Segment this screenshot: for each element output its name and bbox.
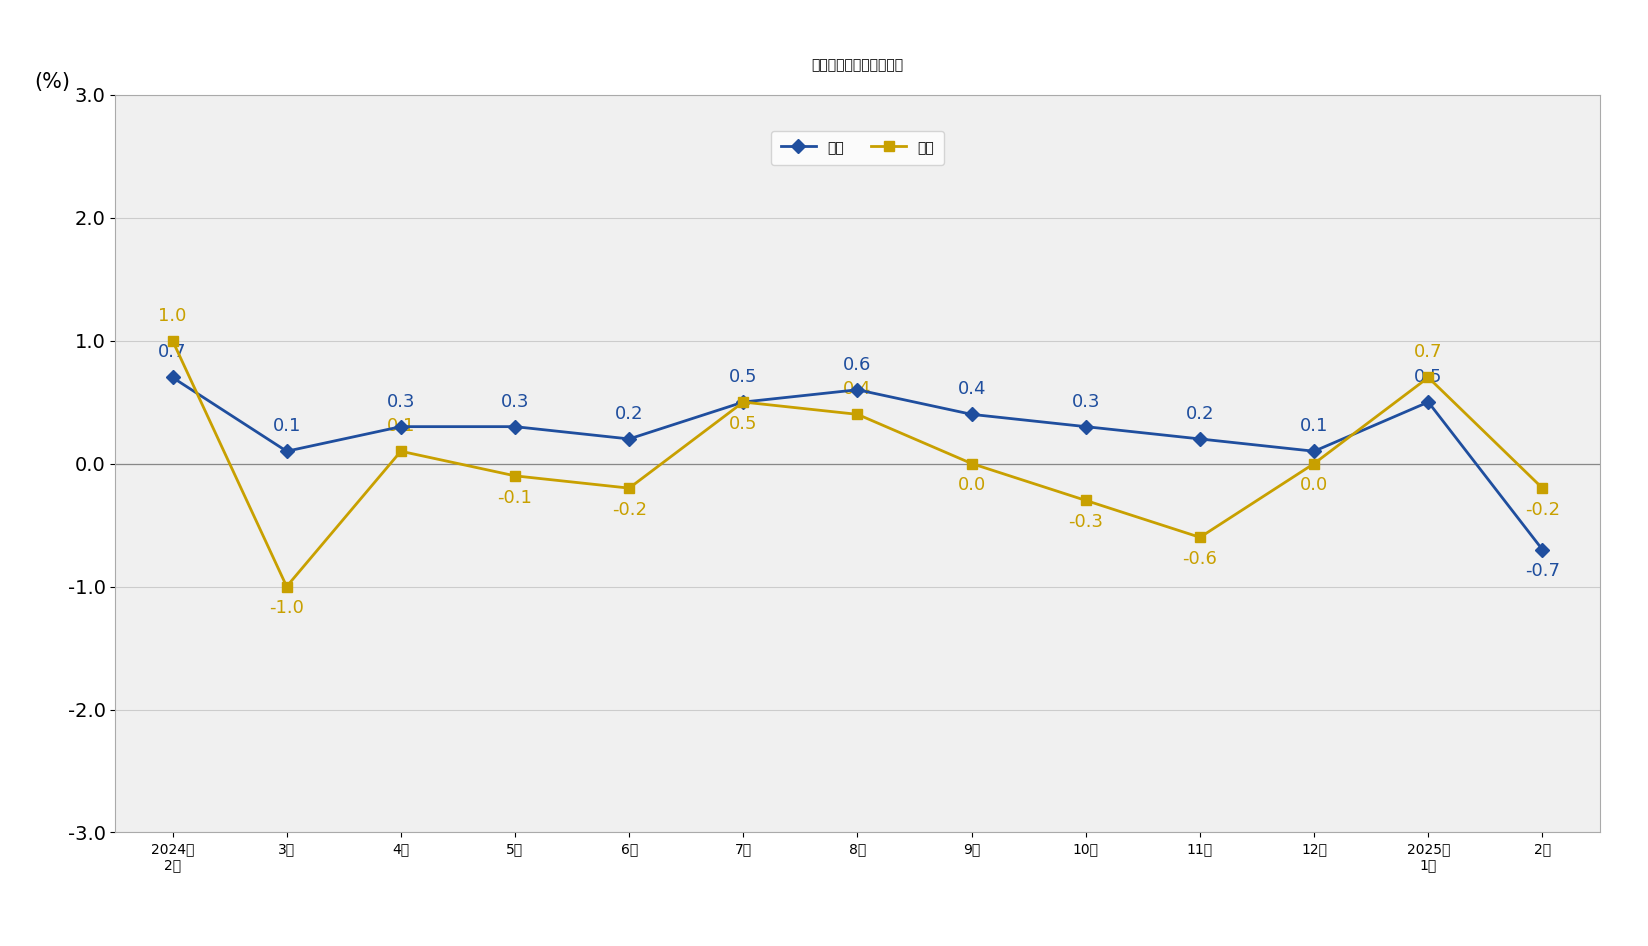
- Text: -0.2: -0.2: [1524, 500, 1559, 518]
- Text: 1.0: 1.0: [158, 307, 186, 324]
- 环比: [391, 446, 410, 457]
- Text: 0.7: 0.7: [1414, 343, 1442, 361]
- 同比: [1417, 396, 1437, 408]
- Legend: 同比, 环比: 同比, 环比: [771, 131, 943, 165]
- Text: -0.6: -0.6: [1182, 550, 1216, 568]
- Text: -0.3: -0.3: [1068, 513, 1103, 532]
- Text: -0.1: -0.1: [498, 488, 532, 507]
- 环比: [620, 482, 639, 494]
- Text: -1.0: -1.0: [269, 599, 303, 618]
- Text: 0.3: 0.3: [501, 393, 529, 411]
- 同比: [620, 433, 639, 445]
- 同比: [1190, 433, 1210, 445]
- Text: 0.1: 0.1: [386, 417, 415, 435]
- Text: 0.1: 0.1: [1299, 417, 1328, 435]
- 环比: [277, 581, 297, 592]
- Text: 0.3: 0.3: [386, 393, 415, 411]
- 同比: [277, 446, 297, 457]
- 环比: [1531, 482, 1551, 494]
- 同比: [1531, 544, 1551, 555]
- Text: 0.5: 0.5: [728, 414, 756, 433]
- 同比: [961, 409, 981, 420]
- 同比: [391, 421, 410, 432]
- 同比: [733, 396, 753, 408]
- Text: 0.5: 0.5: [1414, 368, 1442, 386]
- 同比: [1074, 421, 1094, 432]
- Text: 0.4: 0.4: [842, 380, 872, 398]
- Text: 0.3: 0.3: [1071, 393, 1099, 411]
- Text: 0.2: 0.2: [1185, 405, 1213, 423]
- 同比: [163, 372, 183, 383]
- 环比: [1417, 372, 1437, 383]
- Line: 同比: 同比: [168, 373, 1546, 554]
- 同比: [504, 421, 524, 432]
- Text: (%): (%): [35, 73, 69, 93]
- Text: 0.6: 0.6: [842, 356, 872, 374]
- 环比: [733, 396, 753, 408]
- 同比: [847, 384, 867, 395]
- Text: -0.2: -0.2: [611, 500, 646, 518]
- Text: 0.4: 0.4: [957, 380, 986, 398]
- Line: 环比: 环比: [168, 336, 1546, 591]
- Text: 0.2: 0.2: [615, 405, 643, 423]
- 环比: [1304, 458, 1323, 469]
- Text: -0.7: -0.7: [1524, 562, 1559, 581]
- 环比: [961, 458, 981, 469]
- 环比: [504, 470, 524, 482]
- Text: 0.0: 0.0: [957, 476, 986, 494]
- 环比: [847, 409, 867, 420]
- 同比: [1304, 446, 1323, 457]
- 环比: [163, 335, 183, 346]
- Text: 0.0: 0.0: [1299, 476, 1327, 494]
- Text: 0.5: 0.5: [728, 368, 756, 386]
- 环比: [1190, 532, 1210, 543]
- Text: 0.1: 0.1: [272, 417, 300, 435]
- Title: 全国居民消费价格涨跌幅: 全国居民消费价格涨跌幅: [811, 59, 903, 73]
- Text: 0.7: 0.7: [158, 343, 186, 361]
- 环比: [1074, 495, 1094, 506]
